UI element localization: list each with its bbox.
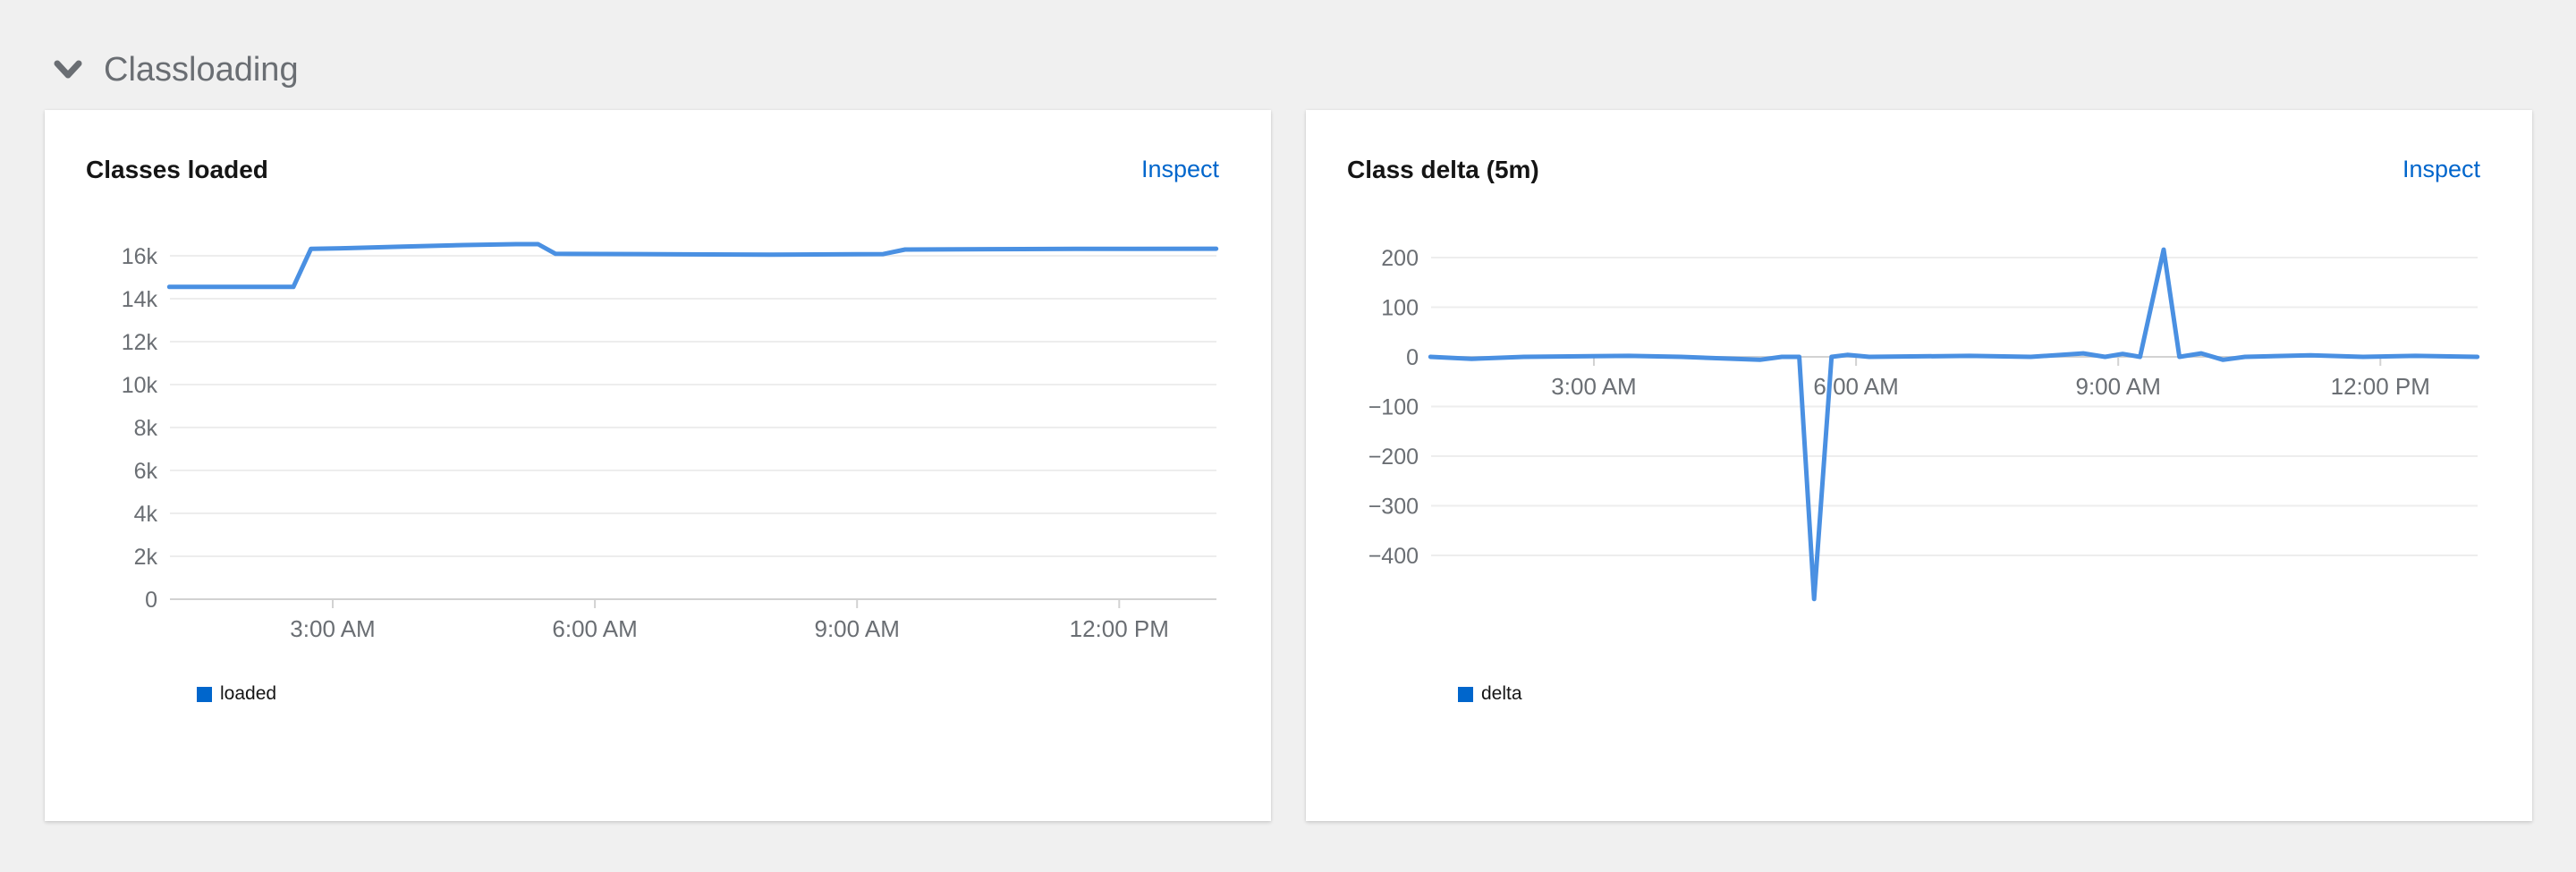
card-class-delta: Class delta (5m) Inspect 200 100 0 −100 −200… (1306, 110, 2532, 821)
x-tick-label: 6:00 AM (552, 615, 637, 642)
x-tick-label: 9:00 AM (2075, 373, 2160, 400)
card-header: Classes loaded Inspect (86, 155, 1219, 184)
chevron-down-icon (54, 60, 82, 79)
y-tick-label: 100 (1381, 296, 1419, 321)
x-tick-label: 6:00 AM (1813, 373, 1898, 400)
series-line-loaded (166, 241, 1219, 290)
x-tick-label: 3:00 AM (290, 615, 375, 642)
legend-color-swatch-icon (197, 686, 212, 702)
y-tick-label: 200 (1381, 246, 1419, 271)
card-header: Class delta (5m) Inspect (1347, 155, 2480, 184)
y-tick-label: 0 (1406, 345, 1419, 370)
y-tick-label: 12k (122, 330, 158, 355)
section-title: Classloading (104, 51, 299, 89)
x-tick-label: 12:00 PM (2331, 373, 2430, 400)
x-tick-label: 3:00 AM (1551, 373, 1636, 400)
y-tick-label: 0 (145, 588, 157, 613)
y-tick-label: 10k (122, 373, 158, 398)
y-tick-label: −100 (1368, 395, 1419, 420)
y-tick-label: 2k (134, 545, 158, 570)
y-tick-label: 14k (122, 287, 158, 312)
legend-label: delta (1481, 683, 1522, 704)
y-tick-label: 6k (134, 459, 158, 484)
chart-legend: delta (1458, 683, 1522, 705)
section-header-classloading[interactable]: Classloading (54, 49, 299, 90)
chart-title: Classes loaded (86, 156, 268, 183)
y-tick-label: −200 (1368, 444, 1419, 470)
x-tick-label: 9:00 AM (814, 615, 899, 642)
classes-loaded-chart-svg: 16k 14k 12k 10k 8k 6k 4k 2k 0 3:00 AM 6:00 AM 9:00 … (122, 241, 1219, 642)
inspect-link[interactable]: Inspect (2402, 156, 2480, 182)
chart-title: Class delta (5m) (1347, 156, 1539, 183)
series-line-delta (1428, 247, 2480, 602)
legend-color-swatch-icon (1458, 686, 1473, 702)
y-tick-label: −400 (1368, 544, 1419, 569)
inspect-link[interactable]: Inspect (1140, 156, 1219, 182)
legend-label: loaded (220, 683, 277, 704)
y-tick-label: −300 (1368, 495, 1419, 520)
y-tick-label: 16k (122, 244, 158, 269)
card-classes-loaded: Classes loaded Inspect 16k 14k 12k 10k 8k 6k 4… (45, 110, 1271, 821)
chart-legend: loaded (197, 683, 276, 705)
y-tick-label: 8k (134, 416, 158, 441)
class-delta-chart-svg: 200 100 0 −100 −200 −300 −400 3:00 AM 6:00 AM 9:0… (1368, 246, 2480, 602)
x-tick-label: 12:00 PM (1070, 615, 1169, 642)
y-tick-label: 4k (134, 502, 158, 527)
